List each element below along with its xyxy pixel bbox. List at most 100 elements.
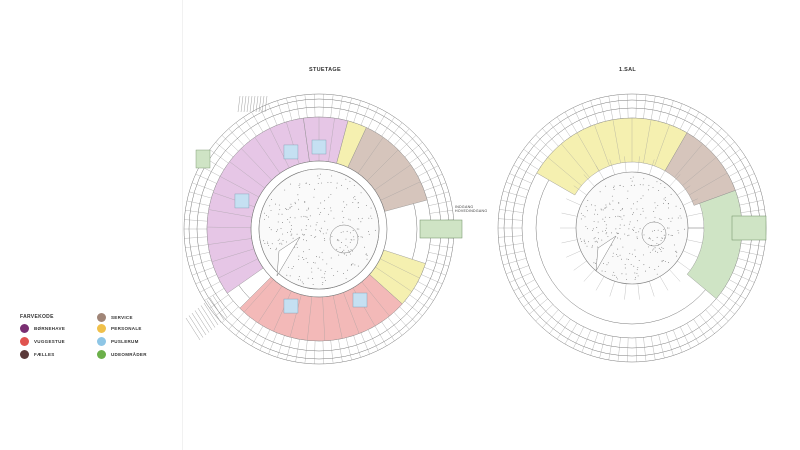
gravel-dot — [677, 229, 679, 231]
gravel-dot — [622, 186, 624, 187]
gravel-dot — [639, 184, 641, 186]
gravel-dot — [612, 209, 614, 211]
gravel-dot — [354, 264, 356, 266]
room-wall — [254, 137, 281, 174]
gravel-dot — [673, 244, 675, 246]
gravel-dot — [658, 265, 659, 267]
facade-rib — [259, 329, 271, 351]
gravel-dot — [606, 264, 608, 266]
facade-rib — [417, 281, 439, 293]
gravel-dot — [317, 267, 319, 269]
gravel-dot — [611, 195, 613, 197]
facade-rib — [286, 337, 293, 361]
room-wall — [269, 128, 290, 168]
gravel-dot — [664, 237, 665, 239]
facade-rib — [673, 103, 683, 127]
facade-rib — [409, 294, 429, 309]
facade-rib — [330, 94, 334, 118]
gravel-dot — [281, 213, 283, 215]
facade-rib — [330, 340, 334, 364]
facade-rib — [228, 312, 245, 330]
facade-rib — [345, 337, 352, 361]
gravel-dot — [627, 235, 629, 237]
room-wall — [208, 238, 252, 245]
gravel-dot — [636, 269, 638, 271]
facade-rib — [215, 300, 234, 316]
gravel-dot — [654, 216, 656, 218]
facade-rib — [658, 334, 665, 359]
facade-rib — [739, 199, 764, 206]
facade-rib — [523, 149, 544, 164]
legend-item-personale: PERSONALE — [97, 323, 142, 333]
gravel-dot — [343, 249, 345, 251]
gravel-dot — [287, 266, 289, 268]
gravel-dot — [305, 225, 307, 227]
gravel-dot — [343, 273, 344, 275]
gravel-dot — [347, 269, 348, 271]
room-wall — [682, 157, 717, 186]
gravel-dot — [290, 183, 292, 185]
facade-rib — [735, 265, 758, 274]
room-wall — [654, 124, 670, 167]
gravel-dot — [297, 194, 299, 196]
gravel-dot — [307, 208, 309, 210]
gravel-dot — [294, 201, 296, 203]
gravel-dot — [591, 246, 593, 248]
facade-rib — [387, 317, 403, 336]
gravel-dot — [314, 188, 316, 190]
facade-rib — [277, 335, 285, 358]
gravel-dot — [286, 241, 287, 243]
gravel-dot — [320, 227, 322, 229]
facade-rib — [185, 244, 209, 248]
gravel-dot — [304, 201, 306, 202]
gravel-dot — [607, 262, 609, 264]
gravel-dot — [374, 229, 376, 231]
facade-rib — [556, 319, 571, 340]
gravel-dot — [282, 233, 284, 235]
facade-rib — [367, 107, 379, 129]
facade-rib — [404, 300, 423, 316]
gravel-dot — [642, 254, 644, 256]
gravel-dot — [601, 209, 603, 211]
ramp — [595, 235, 617, 272]
facade-rib — [581, 103, 591, 127]
gravel-dot — [299, 183, 301, 185]
stair-step — [261, 95, 265, 113]
gravel-dot — [361, 236, 363, 238]
gravel-dot — [320, 231, 321, 233]
gravel-dot — [616, 254, 618, 256]
gravel-dot — [653, 248, 655, 250]
facade-rib — [635, 337, 637, 362]
gravel-dot — [636, 272, 638, 274]
gravel-dot — [597, 232, 599, 234]
gravel-dot — [301, 257, 303, 259]
gravel-dot — [653, 211, 655, 212]
gravel-dot — [677, 217, 679, 219]
facade-rib — [725, 156, 746, 170]
gravel-dot — [338, 240, 340, 242]
gravel-dot — [360, 221, 362, 223]
gravel-dot — [298, 259, 299, 261]
gravel-dot — [289, 221, 291, 223]
gravel-dot — [303, 239, 304, 241]
gravel-dot — [585, 226, 587, 227]
legend-swatch — [20, 336, 29, 346]
legend-label: BØRNEHAVE — [34, 325, 66, 331]
room-wall — [380, 258, 420, 279]
gravel-dot — [676, 252, 678, 253]
gravel-dot — [601, 239, 603, 241]
facade-rib — [535, 304, 553, 322]
gravel-dot — [619, 238, 621, 240]
stair-step — [212, 295, 228, 318]
gravel-dot — [353, 184, 355, 186]
gravel-dot — [594, 237, 596, 238]
gravel-dot — [633, 184, 635, 186]
facade-rib — [417, 165, 439, 177]
facade-rib — [221, 135, 239, 152]
facade-rib — [221, 306, 239, 323]
gravel-dot — [321, 276, 323, 278]
gravel-dot — [595, 209, 596, 211]
gravel-dot — [290, 231, 292, 233]
facade-rib — [374, 325, 387, 347]
gravel-dot — [350, 239, 352, 241]
